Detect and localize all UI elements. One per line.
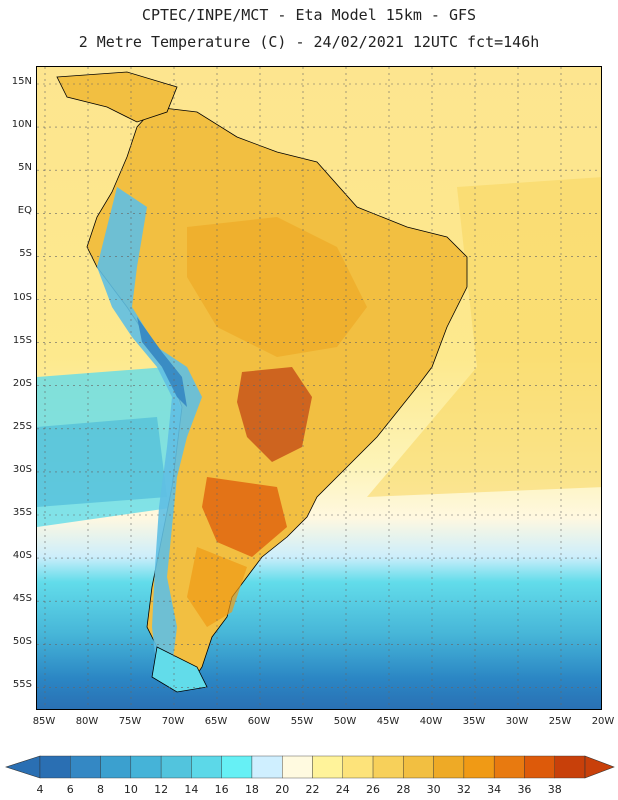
colorbar-canvas (5, 755, 615, 779)
colorbar-label-4: 4 (36, 783, 44, 796)
colorbar-swatch (524, 755, 555, 779)
colorbar-label-36: 36 (517, 783, 532, 796)
map-canvas (37, 67, 601, 709)
pacific-cool-region-2 (37, 417, 167, 507)
lon-label-60W: 60W (247, 716, 271, 727)
lat-label-10S: 10S (12, 291, 32, 303)
colorbar-swatch (251, 755, 283, 779)
title-line-2: 2 Metre Temperature (C) - 24/02/2021 12U… (78, 33, 540, 51)
andes-cold-strip (97, 187, 202, 672)
lat-label-5N: 5N (18, 162, 32, 174)
lat-label-15N: 15N (11, 76, 32, 87)
colorbar-label-38: 38 (547, 783, 562, 796)
argentina-warm-region (187, 547, 247, 627)
atlantic-warm-region (367, 177, 601, 497)
title-line-1: CPTEC/INPE/MCT - Eta Model 15km - GFS (141, 6, 477, 24)
colorbar-label-8: 8 (97, 783, 105, 796)
temperature-map (36, 66, 602, 710)
lat-label-40S: 40S (12, 550, 32, 562)
colorbar-swatch (191, 755, 222, 779)
interior-hot-region (187, 217, 367, 357)
colorbar-swatch (403, 755, 434, 779)
lat-label-25S: 25S (12, 420, 32, 432)
pampas-hot-region (202, 477, 287, 557)
lat-label-5S: 5S (19, 248, 32, 260)
colorbar-swatch (221, 755, 253, 779)
colorbar-right-arrow (584, 755, 615, 779)
caribbean-land (56, 71, 178, 123)
colorbar-label-14: 14 (184, 783, 199, 796)
colorbar-swatch (433, 755, 465, 779)
lat-label-10N: 10N (11, 119, 32, 131)
colorbar-label-12: 12 (154, 783, 169, 796)
colorbar-label-34: 34 (487, 783, 502, 796)
lon-label-45W: 45W (376, 716, 400, 727)
lat-label-45S: 45S (12, 593, 32, 605)
lon-label-30W: 30W (505, 716, 529, 727)
colorbar-swatch (312, 755, 343, 779)
graticule (37, 67, 601, 709)
lon-label-85W: 85W (32, 716, 56, 727)
lon-label-25W: 25W (548, 716, 572, 727)
colorbar-swatch (70, 755, 101, 779)
lat-label-15S: 15S (12, 334, 32, 346)
colorbar-label-6: 6 (66, 783, 74, 796)
colorbar-swatch (160, 755, 192, 779)
colorbar-label-32: 32 (456, 783, 471, 796)
colorbar-swatch (130, 755, 162, 779)
colorbar-label-26: 26 (366, 783, 381, 796)
colorbar-left-arrow (5, 755, 41, 779)
colorbar-swatch (342, 755, 374, 779)
lat-label-20S: 20S (12, 377, 32, 389)
lon-label-65W: 65W (204, 716, 228, 727)
colorbar-label-30: 30 (426, 783, 441, 796)
lat-label-30S: 30S (12, 463, 32, 475)
colorbar-swatch (463, 755, 495, 779)
lon-label-35W: 35W (462, 716, 486, 727)
lat-label-55S: 55S (12, 679, 32, 691)
colorbar-label-10: 10 (123, 783, 138, 796)
lon-label-75W: 75W (118, 716, 142, 727)
colorbar-swatch (554, 755, 586, 779)
andes-coldest-strip (137, 317, 187, 407)
colorbar-swatch (100, 755, 132, 779)
chaco-hottest-region (237, 367, 312, 462)
colorbar-swatch (39, 755, 71, 779)
colorbar-label-18: 18 (244, 783, 259, 796)
colorbar-swatch (282, 755, 313, 779)
colorbar-label-16: 16 (214, 783, 229, 796)
lon-label-80W: 80W (75, 716, 99, 727)
lon-label-20W: 20W (591, 716, 615, 727)
colorbar-label-22: 22 (305, 783, 320, 796)
lon-label-70W: 70W (161, 716, 185, 727)
colorbar-label-24: 24 (335, 783, 350, 796)
colorbar (0, 748, 618, 800)
lat-label-50S: 50S (12, 636, 32, 648)
colorbar-label-20: 20 (275, 783, 290, 796)
lon-label-55W: 55W (290, 716, 314, 727)
colorbar-swatch (493, 755, 525, 779)
lat-label-EQ: EQ (17, 205, 32, 217)
lon-label-40W: 40W (419, 716, 443, 727)
lon-label-50W: 50W (333, 716, 357, 727)
colorbar-label-28: 28 (396, 783, 411, 796)
patagonia (151, 646, 208, 693)
lat-label-35S: 35S (12, 507, 32, 518)
colorbar-swatch (372, 755, 404, 779)
